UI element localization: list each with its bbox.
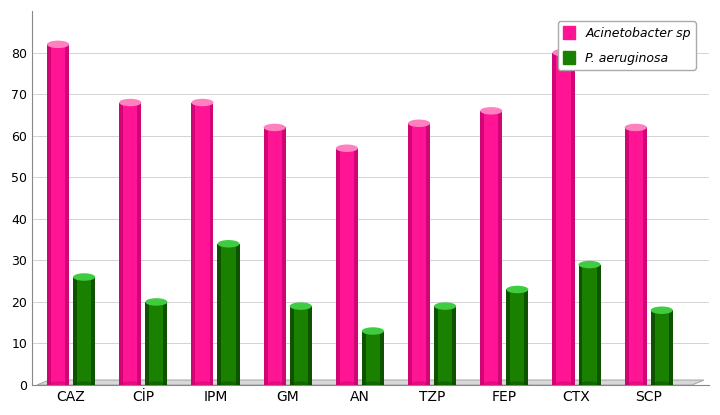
- Ellipse shape: [145, 298, 167, 306]
- Polygon shape: [217, 244, 240, 385]
- Polygon shape: [73, 277, 77, 385]
- Ellipse shape: [192, 381, 214, 389]
- Polygon shape: [524, 290, 528, 385]
- Ellipse shape: [552, 49, 575, 56]
- Polygon shape: [625, 127, 647, 385]
- Polygon shape: [570, 53, 575, 385]
- Polygon shape: [362, 331, 366, 385]
- Polygon shape: [452, 306, 456, 385]
- Ellipse shape: [434, 381, 456, 389]
- Ellipse shape: [145, 381, 167, 389]
- Ellipse shape: [192, 99, 214, 106]
- Polygon shape: [354, 148, 358, 385]
- Ellipse shape: [264, 124, 286, 131]
- Polygon shape: [362, 331, 384, 385]
- Polygon shape: [47, 44, 69, 385]
- Polygon shape: [289, 306, 294, 385]
- Ellipse shape: [362, 327, 384, 335]
- Polygon shape: [669, 310, 672, 385]
- Polygon shape: [264, 127, 268, 385]
- Polygon shape: [307, 306, 312, 385]
- Ellipse shape: [408, 381, 430, 389]
- Polygon shape: [192, 103, 195, 385]
- Polygon shape: [408, 123, 430, 385]
- Polygon shape: [210, 103, 214, 385]
- Polygon shape: [426, 123, 430, 385]
- Polygon shape: [651, 310, 672, 385]
- Polygon shape: [120, 103, 141, 385]
- Polygon shape: [235, 244, 240, 385]
- Ellipse shape: [578, 261, 600, 268]
- Ellipse shape: [625, 381, 647, 389]
- Legend: Acinetobacter sp, P. aeruginosa: Acinetobacter sp, P. aeruginosa: [558, 21, 696, 70]
- Ellipse shape: [651, 381, 672, 389]
- Polygon shape: [120, 103, 123, 385]
- Polygon shape: [625, 127, 629, 385]
- Polygon shape: [73, 277, 95, 385]
- Polygon shape: [552, 53, 557, 385]
- Polygon shape: [65, 44, 69, 385]
- Polygon shape: [192, 103, 214, 385]
- Ellipse shape: [217, 381, 240, 389]
- Ellipse shape: [480, 107, 503, 115]
- Polygon shape: [506, 290, 510, 385]
- Ellipse shape: [289, 381, 312, 389]
- Ellipse shape: [578, 381, 600, 389]
- Polygon shape: [643, 127, 647, 385]
- Ellipse shape: [506, 286, 528, 293]
- Ellipse shape: [47, 381, 69, 389]
- Polygon shape: [506, 290, 528, 385]
- Polygon shape: [145, 302, 167, 385]
- Polygon shape: [336, 148, 358, 385]
- Ellipse shape: [120, 381, 141, 389]
- Polygon shape: [138, 103, 141, 385]
- Ellipse shape: [120, 99, 141, 106]
- Ellipse shape: [336, 381, 358, 389]
- Ellipse shape: [480, 381, 503, 389]
- Polygon shape: [37, 380, 704, 385]
- Polygon shape: [578, 264, 600, 385]
- Ellipse shape: [506, 381, 528, 389]
- Ellipse shape: [264, 381, 286, 389]
- Polygon shape: [434, 306, 456, 385]
- Polygon shape: [651, 310, 654, 385]
- Ellipse shape: [552, 381, 575, 389]
- Ellipse shape: [651, 307, 672, 314]
- Polygon shape: [578, 264, 582, 385]
- Ellipse shape: [47, 41, 69, 48]
- Polygon shape: [47, 44, 51, 385]
- Ellipse shape: [73, 381, 95, 389]
- Polygon shape: [480, 111, 485, 385]
- Ellipse shape: [336, 144, 358, 152]
- Polygon shape: [434, 306, 438, 385]
- Ellipse shape: [408, 120, 430, 127]
- Polygon shape: [336, 148, 340, 385]
- Polygon shape: [480, 111, 503, 385]
- Ellipse shape: [217, 240, 240, 247]
- Polygon shape: [289, 306, 312, 385]
- Ellipse shape: [289, 303, 312, 310]
- Polygon shape: [282, 127, 286, 385]
- Polygon shape: [163, 302, 167, 385]
- Ellipse shape: [362, 381, 384, 389]
- Polygon shape: [217, 244, 222, 385]
- Polygon shape: [552, 53, 575, 385]
- Ellipse shape: [625, 124, 647, 131]
- Polygon shape: [264, 127, 286, 385]
- Polygon shape: [597, 264, 600, 385]
- Ellipse shape: [434, 303, 456, 310]
- Polygon shape: [145, 302, 149, 385]
- Polygon shape: [498, 111, 503, 385]
- Polygon shape: [380, 331, 384, 385]
- Ellipse shape: [73, 273, 95, 281]
- Polygon shape: [91, 277, 95, 385]
- Polygon shape: [408, 123, 412, 385]
